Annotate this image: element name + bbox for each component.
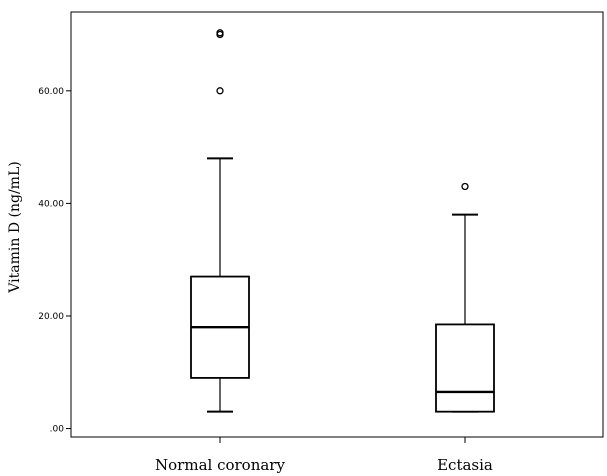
boxes — [190, 29, 495, 413]
x-category-label: Normal coronary — [155, 456, 285, 474]
outlier-point — [216, 87, 224, 95]
x-category-label: Ectasia — [437, 456, 493, 474]
y-axis: .00 20.00 40.00 60.00 — [38, 87, 71, 435]
y-tick-label: 20.00 — [38, 312, 64, 322]
x-axis: Normal coronary Ectasia — [155, 437, 493, 474]
box-iqr — [435, 323, 495, 413]
y-tick-label: .00 — [50, 425, 65, 435]
y-axis-title: Vitamin D (ng/mL) — [7, 161, 23, 293]
outlier-point — [461, 182, 469, 191]
box-group — [190, 29, 250, 413]
outlier-point — [216, 29, 224, 37]
y-tick-label: 60.00 — [38, 87, 64, 97]
box-group — [435, 182, 495, 413]
y-tick-label: 40.00 — [38, 199, 64, 209]
plot-frame — [70, 11, 604, 438]
